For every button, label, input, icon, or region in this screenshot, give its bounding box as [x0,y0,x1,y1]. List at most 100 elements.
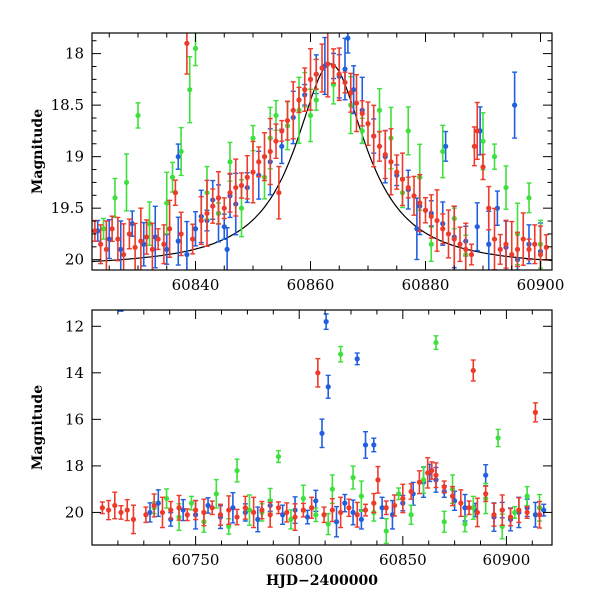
data-point [379,505,385,511]
data-point [474,509,481,516]
data-point [354,356,360,362]
data-point [440,148,446,155]
data-point [163,495,170,502]
data-point [251,509,257,516]
data-point [388,159,394,165]
data-point [307,76,314,82]
data-point [106,236,112,242]
data-point [227,159,233,165]
data-point [462,521,468,527]
data-point [259,507,265,513]
data-point [109,226,115,232]
data-point [411,193,417,199]
data-point [164,200,170,206]
data-point [155,500,161,506]
data-point [132,244,138,250]
y-tick-label: 20 [65,251,84,269]
data-point [159,509,166,516]
data-point [155,236,161,242]
data-point [345,35,351,41]
data-point [486,205,492,211]
series-blue [95,33,544,270]
data-point [451,236,457,242]
data-point [190,236,196,242]
data-point [198,217,204,224]
data-point [336,71,342,77]
data-point [445,231,452,237]
data-point [302,87,308,93]
data-point [217,512,224,518]
x-tick-label: 60750 [172,551,220,569]
data-point [210,203,216,209]
data-point [238,205,245,211]
data-point [319,65,325,71]
data-point [256,159,262,165]
data-point [474,128,480,134]
data-point [284,509,290,516]
data-point [480,164,486,170]
data-point [382,151,388,158]
data-point [399,176,406,182]
data-point [204,210,210,216]
y-tick-label: 20 [65,503,84,521]
data-point [99,505,105,511]
data-point [499,507,505,513]
data-point [441,484,447,490]
data-point [532,409,539,415]
data-point [333,519,340,525]
data-point [313,512,319,518]
data-point [167,226,173,232]
data-point [342,66,348,72]
data-point [172,190,178,196]
data-point [541,507,547,513]
data-point [112,502,118,509]
data-point [227,190,233,196]
data-point [234,514,240,520]
data-point [325,521,331,527]
data-point [346,505,352,511]
y-tick-label: 19.5 [51,199,84,217]
y-tick-label: 19 [65,148,84,166]
data-point [338,509,344,516]
data-point [169,174,176,180]
data-point [524,509,530,516]
data-point [348,90,354,96]
data-point [376,107,383,113]
data-point [449,493,456,499]
data-point [224,246,230,252]
x-tick-label: 60850 [379,551,427,569]
data-point [290,107,296,113]
data-point [371,500,377,506]
data-point [267,512,273,518]
data-point [441,519,447,525]
data-point [338,351,344,357]
data-point [514,246,521,252]
data-point [354,512,360,518]
data-point [512,102,518,108]
data-point [296,97,302,103]
data-point [175,238,181,244]
data-point [457,241,463,247]
data-point [100,226,107,232]
data-point [359,110,365,116]
data-point [92,228,98,234]
data-point [509,251,515,258]
data-point [130,516,137,523]
data-point [242,505,248,511]
data-point [350,509,356,516]
y-tick-label: 18 [65,457,84,475]
data-point [359,128,365,134]
data-point [429,467,435,474]
data-point [118,303,123,308]
data-point [507,514,514,520]
data-point [115,236,121,242]
data-point [358,493,364,499]
data-point [420,477,427,483]
data-point [394,169,400,175]
data-point [470,505,476,511]
data-point [279,143,285,149]
data-point [325,384,331,390]
data-point [325,61,331,67]
data-point [151,502,157,509]
data-point [474,224,480,230]
